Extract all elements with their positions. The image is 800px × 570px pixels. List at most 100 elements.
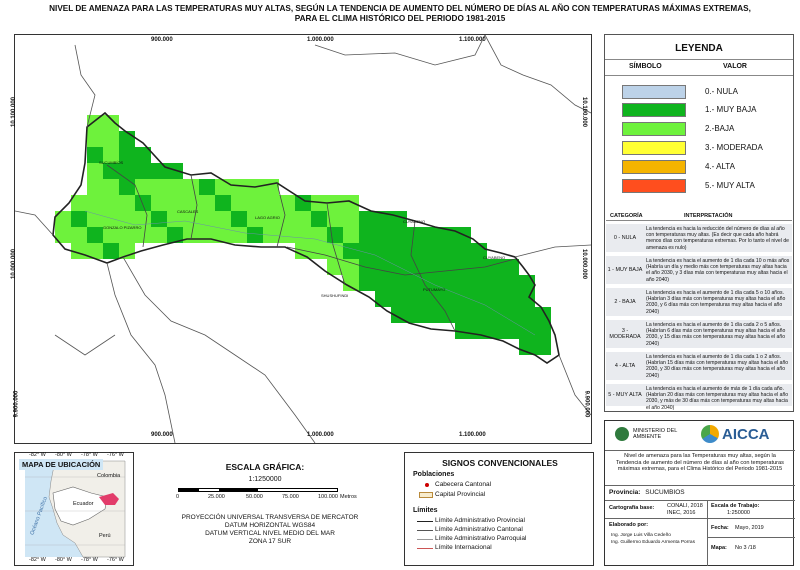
- threat-cell: [343, 211, 359, 227]
- threat-cell: [215, 179, 231, 195]
- place-label: SUCUMBÍOS: [99, 160, 124, 165]
- river: [84, 210, 536, 336]
- threat-cell: [87, 211, 103, 227]
- threat-cell: [439, 259, 455, 275]
- location-map-title: MAPA DE UBICACIÓN: [19, 459, 104, 470]
- threat-cell: [87, 227, 103, 243]
- ministry-logo: MINISTERIO DEL AMBIENTE: [615, 427, 687, 441]
- threat-cell: [151, 163, 167, 179]
- neighbour-boundary: [484, 35, 591, 114]
- canton-boundary: [326, 202, 346, 286]
- location-map-svg: [25, 460, 126, 558]
- legend-swatch-moderada: [622, 141, 686, 155]
- canton-boundary: [276, 182, 286, 248]
- elaborado-label: Elaborado por:: [609, 522, 649, 528]
- neighbour-boundary: [106, 262, 176, 443]
- map-svg: SUCUMBÍOS GONZALO PIZARRO CASCALES LAGO …: [15, 35, 591, 443]
- threat-cell: [471, 259, 487, 275]
- threat-cell: [375, 227, 391, 243]
- threat-cell: [263, 195, 279, 211]
- aicca-emblem-icon: [701, 425, 719, 443]
- threat-cell: [327, 259, 343, 275]
- threat-cell: [167, 211, 183, 227]
- threat-grid: [55, 115, 551, 355]
- cartography-label: Cartografía base:: [609, 505, 655, 511]
- threat-cell: [183, 179, 199, 195]
- threat-cell: [263, 211, 279, 227]
- threat-cell: [311, 243, 327, 259]
- threat-cell: [423, 291, 439, 307]
- threat-cell: [439, 291, 455, 307]
- threat-cell: [167, 179, 183, 195]
- threat-cell: [311, 211, 327, 227]
- threat-cell: [503, 275, 519, 291]
- threat-cell: [103, 211, 119, 227]
- threat-cell: [167, 163, 183, 179]
- threat-cell: [87, 147, 103, 163]
- threat-cell: [503, 259, 519, 275]
- threat-cell: [167, 195, 183, 211]
- place-label: LAGO AGRIO: [255, 215, 280, 220]
- neighbour-boundary: [558, 354, 591, 416]
- threat-cell: [487, 275, 503, 291]
- label-peru: Perú: [99, 533, 111, 539]
- place-label: CUYABENO: [403, 219, 425, 224]
- threat-cell: [487, 291, 503, 307]
- x-tick-bottom: 900.000: [151, 432, 173, 438]
- threat-cell: [311, 227, 327, 243]
- threat-cell: [135, 147, 151, 163]
- threat-cell: [391, 243, 407, 259]
- threat-cell: [343, 227, 359, 243]
- y-tick-left: 10.000.000: [11, 248, 18, 280]
- threat-cell: [391, 275, 407, 291]
- legend-swatch-muy-alta: [622, 179, 686, 193]
- threat-cell: [375, 275, 391, 291]
- threat-cell: [247, 211, 263, 227]
- location-tick-bottom: -82° W: [29, 557, 46, 563]
- location-tick-bottom: -76° W: [107, 557, 124, 563]
- scale-tick: 25.000: [208, 494, 225, 500]
- aicca-logo-text: AICCA: [722, 425, 770, 443]
- threat-cell: [375, 291, 391, 307]
- threat-cell: [455, 275, 471, 291]
- threat-cell: [375, 259, 391, 275]
- threat-cell: [423, 307, 439, 323]
- location-tick-bottom: -78° W: [81, 557, 98, 563]
- threat-cell: [279, 227, 295, 243]
- threat-cell: [215, 227, 231, 243]
- threat-cell: [455, 259, 471, 275]
- threat-cell: [455, 291, 471, 307]
- x-tick-top: 1.100.000: [459, 37, 486, 43]
- threat-cell: [247, 195, 263, 211]
- label-colombia: Colombia: [97, 473, 121, 479]
- scale-unit: Metros: [340, 494, 357, 500]
- threat-cell: [423, 227, 439, 243]
- threat-cell: [87, 163, 103, 179]
- y-tick-left: 10.100.000: [11, 96, 18, 128]
- threat-cell: [231, 195, 247, 211]
- legend-col-value: VALOR: [723, 63, 747, 70]
- scale-tick: 50.000: [246, 494, 263, 500]
- interp-row: 0 - NULA La tendencia es hacia la reducc…: [606, 224, 792, 254]
- place-label: CUYABENO: [483, 255, 505, 260]
- signs-limit-item: Límite Internacional: [435, 544, 492, 551]
- threat-cell: [487, 307, 503, 323]
- threat-cell: [359, 275, 375, 291]
- threat-cell: [279, 211, 295, 227]
- main-map[interactable]: SUCUMBÍOS GONZALO PIZARRO CASCALES LAGO …: [11, 34, 592, 444]
- threat-cell: [359, 243, 375, 259]
- threat-cell: [295, 227, 311, 243]
- threat-cell: [471, 291, 487, 307]
- interp-txt: La tendencia es hacia la reducción del n…: [646, 226, 789, 251]
- legend-panel: LEYENDA SÍMBOLO VALOR 0.- NULA 1.- MUY B…: [604, 34, 794, 412]
- cartography-value: CONALI, 2018: [667, 503, 703, 509]
- interp-header: CATEGORÍA INTERPRETACIÓN: [606, 212, 792, 221]
- threat-cell: [391, 291, 407, 307]
- projection-line: ZONA 17 SUR: [248, 538, 292, 545]
- info-panel: MINISTERIO DEL AMBIENTE AICCA Nivel de a…: [604, 420, 795, 566]
- neighbour-boundary: [314, 35, 486, 66]
- legend-swatch-baja: [622, 122, 686, 136]
- threat-cell: [231, 227, 247, 243]
- x-tick-bottom: 1.100.000: [459, 432, 486, 438]
- line-cantonal-icon: [417, 530, 433, 531]
